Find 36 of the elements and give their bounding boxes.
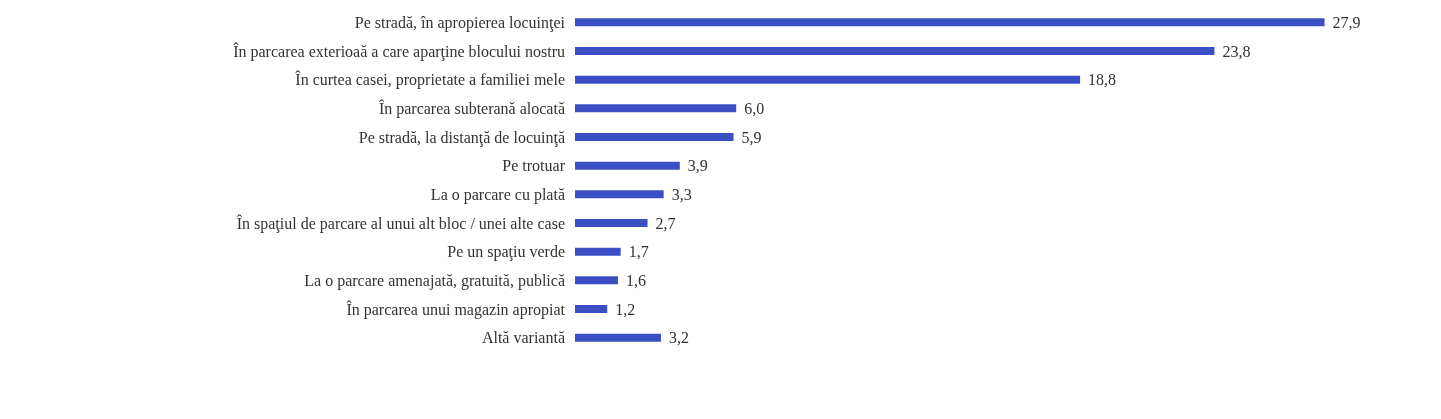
bar [575,276,618,285]
y-tick-label: În parcarea unui magazin apropiat [346,299,566,319]
data-label: 1,7 [628,243,649,261]
y-tick-label: Pe stradă, în apropierea locuinţei [354,13,566,32]
data-label: 1,2 [615,300,636,318]
data-label: 2,7 [655,214,676,232]
bar [575,305,608,313]
bar [575,133,734,141]
bar [575,333,661,342]
data-label: 23,8 [1222,42,1251,60]
bar [575,18,1325,27]
y-tick-label: În curtea casei, proprietate a familiei mele [295,70,565,90]
data-label: 27,9 [1332,13,1361,31]
y-tick-label: Pe stradă, la distanţă de locuinţă [358,128,565,147]
y-tick-label: Altă variantă [481,329,565,347]
data-label: 1,6 [625,271,646,289]
y-tick-label: În parcarea exterioaă a care aparţine blocului nostru [233,41,565,61]
bar [575,190,664,199]
bar [575,219,648,227]
data-label: 3,2 [668,329,689,347]
y-tick-label: În parcarea subterană alocată [378,98,565,118]
y-tick-label: Pe un spaţiu verde [447,243,565,262]
data-label: 3,3 [671,185,692,203]
data-label: 6,0 [744,99,765,117]
data-label: 18,8 [1088,71,1117,89]
y-tick-label: La o parcare amenajată, gratuită, publică [304,271,565,290]
data-label: 3,9 [687,157,708,175]
y-tick-label: Pe trotuar [502,157,566,175]
y-tick-label: În spaţiul de parcare al unui alt bloc / unei alte case [236,213,565,233]
data-label: 5,9 [741,128,762,146]
bar [575,161,680,170]
bar [575,75,1081,84]
y-tick-label: La o parcare cu plată [430,185,565,204]
bar [575,47,1215,55]
bar [575,247,621,256]
bar [575,104,737,113]
